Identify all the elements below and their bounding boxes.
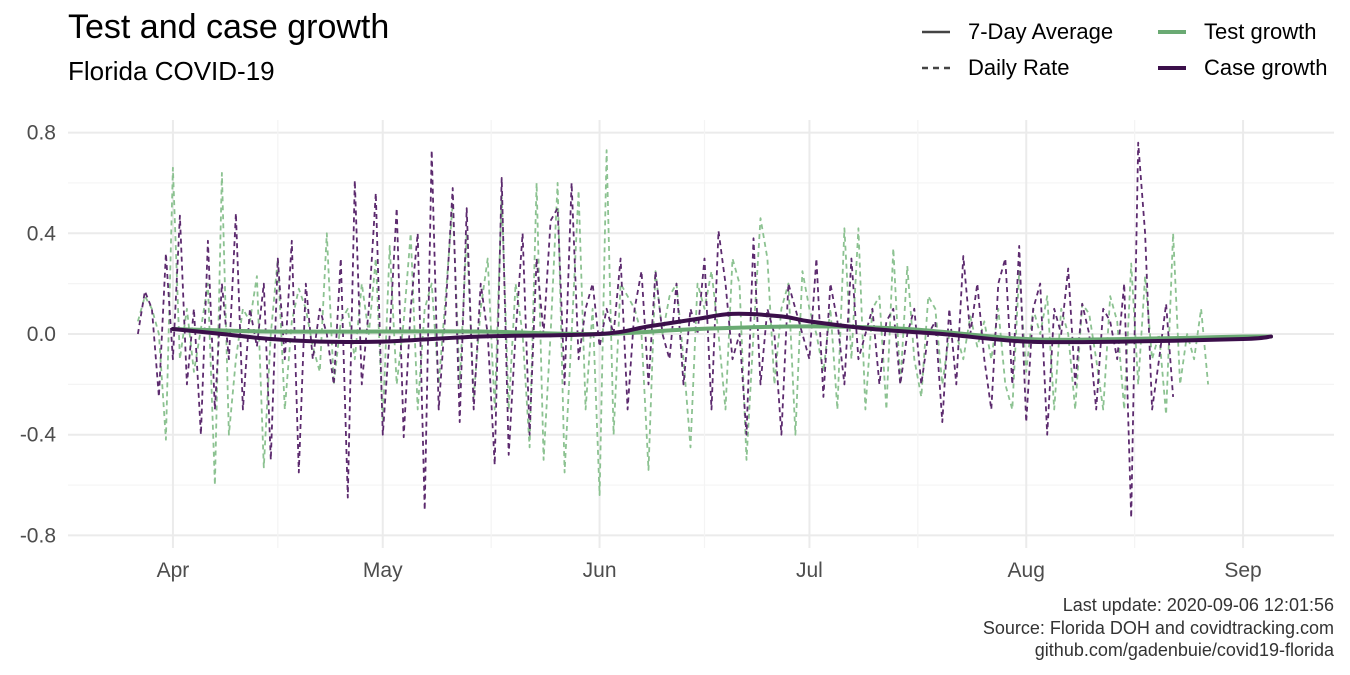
y-tick-label: 0.4 — [27, 222, 57, 245]
legend-label-daily-rate: Daily Rate — [968, 55, 1069, 80]
series-average-test-growth — [170, 324, 1273, 342]
x-tick-label: May — [363, 559, 403, 582]
gridlines — [68, 120, 1334, 548]
chart-subtitle: Florida COVID-19 — [68, 56, 275, 86]
legend-label-test-growth: Test growth — [1204, 19, 1317, 44]
chart-title: Test and case growth — [68, 8, 389, 46]
caption-github: github.com/gadenbuie/covid19-florida — [1035, 640, 1335, 660]
x-axis: Apr May Jun Jul Aug Sep — [157, 559, 1262, 582]
x-tick-label: Jun — [583, 559, 617, 582]
x-tick-label: Sep — [1224, 559, 1261, 582]
y-tick-label: -0.4 — [20, 424, 57, 447]
x-tick-label: Aug — [1008, 559, 1045, 582]
y-tick-label: 0.8 — [27, 122, 56, 145]
caption: Last update: 2020-09-06 12:01:56 Source:… — [983, 595, 1335, 660]
series-average-case-growth — [170, 311, 1273, 345]
y-axis: 0.8 0.4 0.0 -0.4 -0.8 — [20, 122, 57, 548]
plot-series — [137, 141, 1273, 519]
legend-label-case-growth: Case growth — [1204, 55, 1328, 80]
series-daily-test-growth — [137, 149, 1209, 496]
y-tick-label: 0.0 — [27, 323, 56, 346]
legend: 7-Day Average Daily Rate Test growth Cas… — [922, 19, 1328, 80]
x-tick-label: Apr — [157, 559, 190, 582]
x-tick-label: Jul — [796, 559, 823, 582]
caption-last-update: Last update: 2020-09-06 12:01:56 — [1063, 595, 1334, 615]
caption-source: Source: Florida DOH and covidtracking.co… — [983, 618, 1334, 638]
legend-label-7day-average: 7-Day Average — [968, 19, 1113, 44]
y-tick-label: -0.8 — [20, 524, 56, 547]
